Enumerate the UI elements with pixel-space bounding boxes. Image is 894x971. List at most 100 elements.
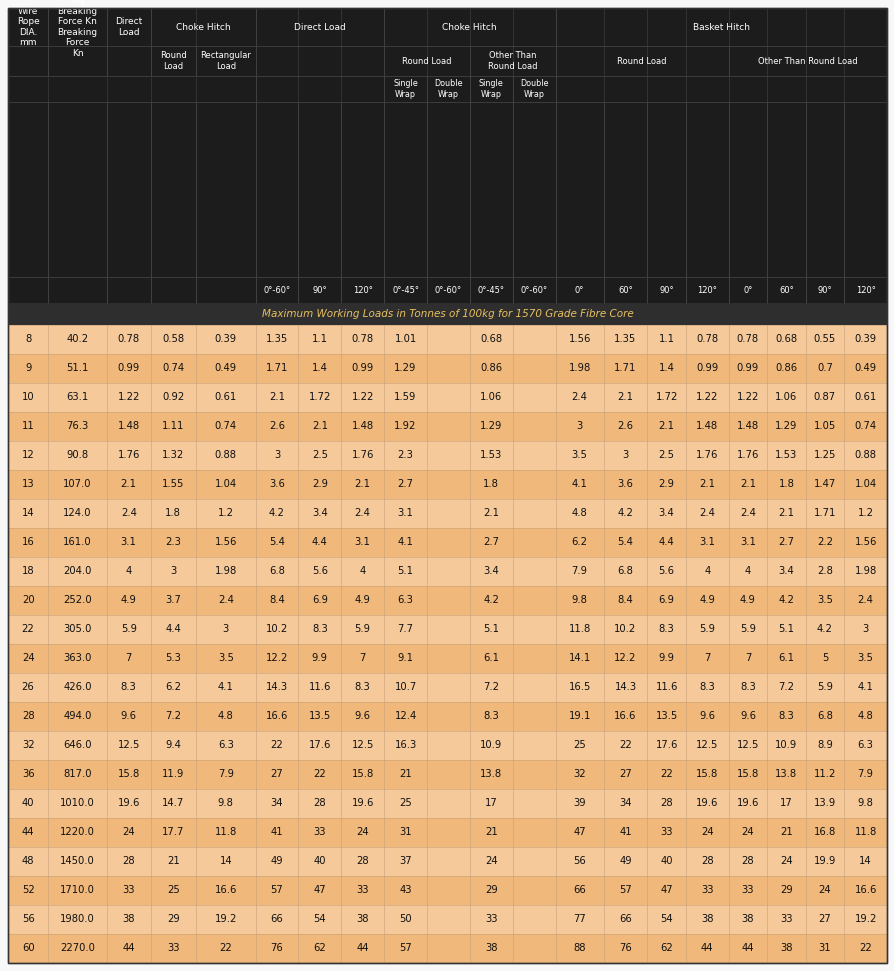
Text: 6.2: 6.2 [165, 683, 181, 692]
Text: 22: 22 [619, 740, 631, 751]
Text: 1.72: 1.72 [308, 392, 331, 402]
Text: 44: 44 [122, 944, 135, 954]
Text: 6.3: 6.3 [856, 740, 873, 751]
Text: Round Load: Round Load [617, 56, 666, 65]
Text: 14: 14 [21, 508, 34, 519]
Text: 11.6: 11.6 [654, 683, 677, 692]
Text: 1710.0: 1710.0 [60, 886, 95, 895]
Bar [426, 277, 469, 303]
Text: 44: 44 [356, 944, 368, 954]
Text: 27: 27 [270, 769, 283, 780]
Bar [843, 277, 886, 303]
Bar [255, 46, 384, 76]
Text: 0.58: 0.58 [162, 334, 184, 344]
Text: 4.9: 4.9 [739, 595, 755, 605]
Text: 6.8: 6.8 [269, 566, 284, 576]
Bar [8, 788, 886, 818]
Text: 24: 24 [122, 827, 135, 837]
Text: 7.2: 7.2 [778, 683, 794, 692]
Bar [48, 277, 106, 303]
Text: 90.8: 90.8 [66, 451, 89, 460]
Text: 120°: 120° [855, 285, 874, 294]
Text: 3.6: 3.6 [617, 479, 633, 489]
Text: 50: 50 [399, 915, 411, 924]
Text: 5.6: 5.6 [658, 566, 674, 576]
Text: 7: 7 [359, 653, 366, 663]
Text: 817.0: 817.0 [63, 769, 92, 780]
Text: 22: 22 [313, 769, 325, 780]
Text: 4.2: 4.2 [816, 624, 832, 634]
Text: Double
Wrap: Double Wrap [434, 80, 462, 99]
Text: 3.4: 3.4 [778, 566, 793, 576]
Text: 14.3: 14.3 [614, 683, 636, 692]
Text: 0.55: 0.55 [813, 334, 835, 344]
Bar [8, 556, 886, 586]
Text: 56: 56 [572, 856, 586, 866]
Text: Direct
Load: Direct Load [115, 17, 142, 37]
Text: 1.1: 1.1 [658, 334, 674, 344]
Bar [48, 102, 106, 277]
Text: 8.3: 8.3 [121, 683, 137, 692]
Text: 0.99: 0.99 [736, 363, 758, 373]
Bar [8, 673, 886, 702]
Text: 2.3: 2.3 [397, 451, 413, 460]
Text: 21: 21 [780, 827, 792, 837]
Text: 9.8: 9.8 [856, 798, 873, 809]
Text: 13.5: 13.5 [654, 712, 677, 721]
Text: 2.7: 2.7 [778, 537, 794, 548]
Text: 43: 43 [399, 886, 411, 895]
Text: 5.1: 5.1 [483, 624, 499, 634]
Text: 2.5: 2.5 [311, 451, 327, 460]
Text: 0.39: 0.39 [854, 334, 875, 344]
Text: Choke Hitch: Choke Hitch [175, 22, 230, 31]
Text: 2.4: 2.4 [571, 392, 586, 402]
Text: 1.06: 1.06 [479, 392, 502, 402]
Text: Round Load: Round Load [401, 56, 451, 65]
Text: 40: 40 [660, 856, 672, 866]
Text: 76: 76 [619, 944, 631, 954]
Text: 1.22: 1.22 [117, 392, 139, 402]
Text: 1980.0: 1980.0 [60, 915, 95, 924]
Text: 28: 28 [356, 856, 368, 866]
Text: 2.6: 2.6 [269, 421, 284, 431]
Bar [8, 818, 886, 847]
Text: 11: 11 [21, 421, 35, 431]
Text: 1.4: 1.4 [658, 363, 674, 373]
Text: 0.61: 0.61 [854, 392, 876, 402]
Text: 7.9: 7.9 [571, 566, 587, 576]
Bar [255, 102, 298, 277]
Bar [255, 277, 298, 303]
Text: 4.9: 4.9 [121, 595, 137, 605]
Text: Choke Hitch: Choke Hitch [442, 22, 496, 31]
Text: 1.04: 1.04 [854, 479, 875, 489]
Text: 11.9: 11.9 [162, 769, 184, 780]
Bar [8, 876, 886, 905]
Text: 9.6: 9.6 [698, 712, 714, 721]
Text: 0.99: 0.99 [351, 363, 374, 373]
Text: 0°-45°: 0°-45° [392, 285, 418, 294]
Text: 1220.0: 1220.0 [60, 827, 95, 837]
Text: 1.76: 1.76 [696, 451, 718, 460]
Text: 1.71: 1.71 [613, 363, 636, 373]
Text: 57: 57 [270, 886, 283, 895]
Text: 33: 33 [485, 915, 497, 924]
Text: 0°-60°: 0°-60° [520, 285, 547, 294]
Text: 8.3: 8.3 [658, 624, 674, 634]
Text: 12.5: 12.5 [351, 740, 374, 751]
Bar [728, 102, 766, 277]
Text: 1.22: 1.22 [696, 392, 718, 402]
Bar [8, 277, 48, 303]
Text: 19.6: 19.6 [351, 798, 374, 809]
Bar [341, 277, 384, 303]
Text: 8.3: 8.3 [778, 712, 793, 721]
Text: 76: 76 [270, 944, 283, 954]
Text: 0°-45°: 0°-45° [477, 285, 504, 294]
Bar [8, 905, 886, 934]
Text: 16.6: 16.6 [266, 712, 288, 721]
Text: 19.9: 19.9 [813, 856, 835, 866]
Bar [255, 8, 384, 46]
Text: 11.2: 11.2 [813, 769, 835, 780]
Text: 15.8: 15.8 [696, 769, 718, 780]
Text: 62: 62 [660, 944, 672, 954]
Text: 29: 29 [167, 915, 180, 924]
